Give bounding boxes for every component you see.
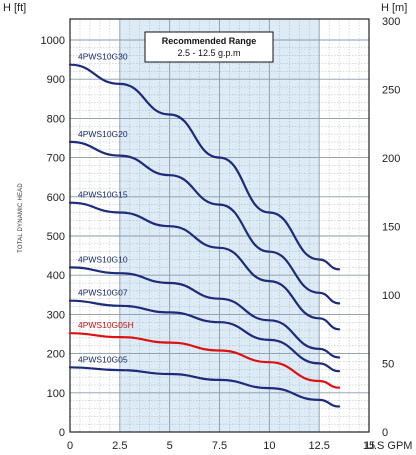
x-tick-label: 5 xyxy=(167,440,173,452)
y-tick-label-m: 150 xyxy=(382,222,400,234)
series-label: 4PWS10G30 xyxy=(78,52,128,62)
y-tick-label-m: 300 xyxy=(382,16,400,28)
series-label: 4PWS10G20 xyxy=(78,129,128,139)
y-tick-label-ft: 1000 xyxy=(41,35,65,47)
x-tick-label: 12.5 xyxy=(308,440,329,452)
series-label: 4PWS10G07 xyxy=(78,288,128,298)
series-label: 4PWS10G05H xyxy=(78,320,134,330)
y-tick-label-ft: 0 xyxy=(59,427,65,439)
y-tick-label-ft: 800 xyxy=(47,113,65,125)
series-label: 4PWS10G15 xyxy=(78,190,128,200)
x-axis-unit: U.S GPM xyxy=(366,440,412,452)
y-tick-label-ft: 100 xyxy=(47,388,65,400)
x-tick-label: 7.5 xyxy=(212,440,227,452)
y-axis-title: TOTAL DYNAMIC HEAD xyxy=(18,183,24,253)
y-tick-label-m: 100 xyxy=(382,290,400,302)
series-label: 4PWS10G10 xyxy=(78,254,128,264)
series-line xyxy=(68,140,341,305)
y-tick-label-m: 250 xyxy=(382,85,400,97)
right-axis-unit: H [m] xyxy=(381,2,407,14)
x-tick-label: 2.5 xyxy=(112,440,127,452)
y-tick-label-ft: 300 xyxy=(47,309,65,321)
y-tick-label-ft: 700 xyxy=(47,153,65,165)
y-tick-label-ft: 400 xyxy=(47,270,65,282)
left-axis-unit: H [ft] xyxy=(3,2,26,14)
series-line xyxy=(68,63,341,271)
series-line xyxy=(68,266,341,359)
x-tick-label: 15 xyxy=(363,440,375,452)
series-line xyxy=(68,299,341,373)
y-tick-label-m: 200 xyxy=(382,153,400,165)
series-label: 4PWS10G05 xyxy=(78,354,128,364)
y-tick-label-ft: 500 xyxy=(47,231,65,243)
y-tick-label-m: 0 xyxy=(382,427,388,439)
recommended-range-title: Recommended Range xyxy=(162,36,257,46)
series-line xyxy=(68,366,341,408)
recommended-range-text: 2.5 - 12.5 g.p.m xyxy=(177,48,240,58)
plot-frame xyxy=(69,18,370,433)
y-tick-label-m: 50 xyxy=(382,359,394,371)
series-line xyxy=(68,201,341,331)
recommended-range-box: Recommended Range 2.5 - 12.5 g.p.m xyxy=(144,31,274,63)
y-tick-label-ft: 600 xyxy=(47,192,65,204)
x-tick-label: 0 xyxy=(67,440,73,452)
y-tick-label-ft: 900 xyxy=(47,74,65,86)
x-tick-label: 10 xyxy=(263,440,275,452)
series-line xyxy=(68,332,341,389)
y-tick-label-ft: 200 xyxy=(47,349,65,361)
